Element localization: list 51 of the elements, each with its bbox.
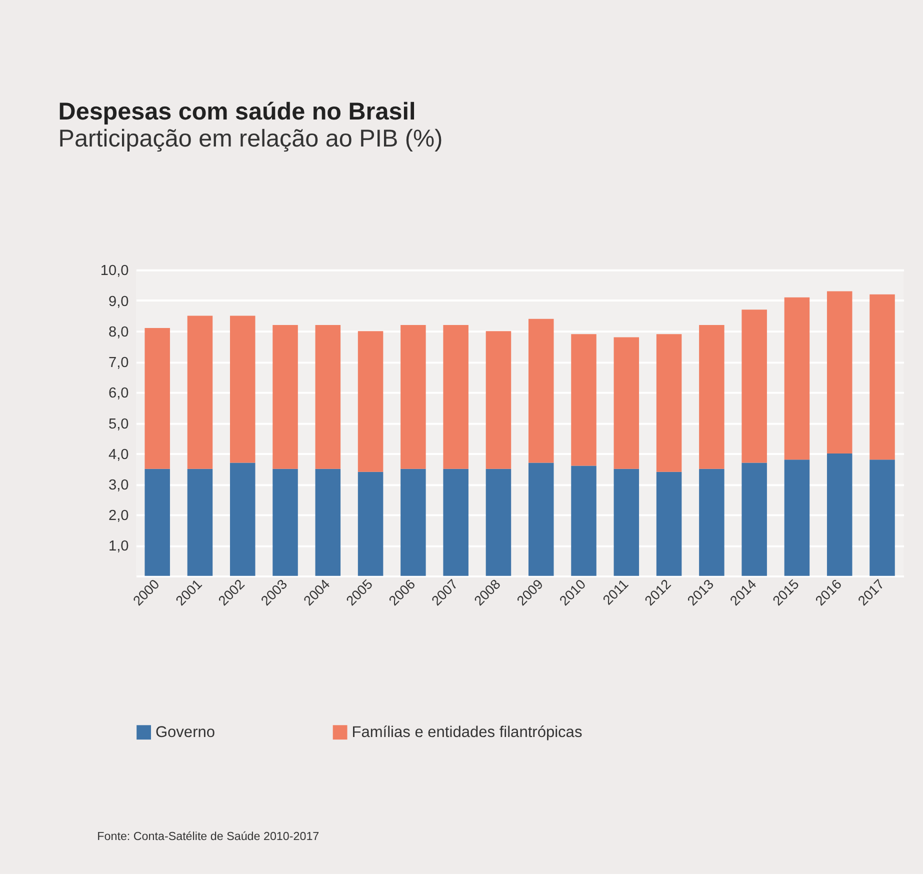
bar xyxy=(486,468,512,576)
y-tick-label: 9,0 xyxy=(108,294,129,310)
bar xyxy=(784,297,810,460)
bar xyxy=(571,466,596,576)
bar xyxy=(187,468,213,576)
bar xyxy=(315,324,341,469)
bar xyxy=(870,460,895,576)
bar xyxy=(230,462,256,576)
bar xyxy=(826,454,852,576)
bar xyxy=(528,462,554,576)
bar xyxy=(742,310,767,463)
source-note: Fonte: Conta-Satélite de Saúde 2010-2017 xyxy=(97,830,320,844)
bar xyxy=(144,328,170,469)
bar xyxy=(528,318,554,463)
bar xyxy=(272,468,298,576)
bar xyxy=(272,324,298,469)
bar xyxy=(443,468,468,576)
bar xyxy=(144,468,170,576)
bar xyxy=(826,291,852,454)
bar xyxy=(400,468,426,576)
y-tick-label: 7,0 xyxy=(108,355,129,372)
bar xyxy=(699,324,724,469)
bar xyxy=(784,460,810,576)
chart-subtitle: Participação em relação ao PIB (%) xyxy=(58,126,443,152)
y-tick-label: 10,0 xyxy=(100,263,129,280)
bar xyxy=(187,316,213,469)
bar xyxy=(656,472,682,576)
y-tick-label: 6,0 xyxy=(108,386,129,402)
legend-label: Governo xyxy=(155,724,216,742)
y-tick-label: 1,0 xyxy=(108,538,129,555)
bar xyxy=(870,294,895,460)
chart-title: Despesas com saúde no Brasil xyxy=(58,98,416,126)
bar xyxy=(230,316,256,463)
y-tick-label: 8,0 xyxy=(108,324,129,340)
bar xyxy=(699,468,724,576)
bar xyxy=(358,472,384,576)
y-tick-label: 2,0 xyxy=(108,508,129,524)
y-tick-label: 4,0 xyxy=(108,446,129,463)
bar xyxy=(614,468,640,576)
y-tick-label: 3,0 xyxy=(108,477,129,494)
bar xyxy=(486,331,512,469)
bar xyxy=(358,331,384,472)
bar xyxy=(614,337,640,469)
legend-label: Famílias e entidades filantrópicas xyxy=(352,724,582,742)
bar xyxy=(443,324,468,469)
bar xyxy=(571,334,596,466)
bar xyxy=(742,462,767,576)
y-tick-label: 5,0 xyxy=(108,416,129,432)
bar xyxy=(315,468,341,576)
bar xyxy=(400,324,426,469)
bar xyxy=(656,334,682,472)
